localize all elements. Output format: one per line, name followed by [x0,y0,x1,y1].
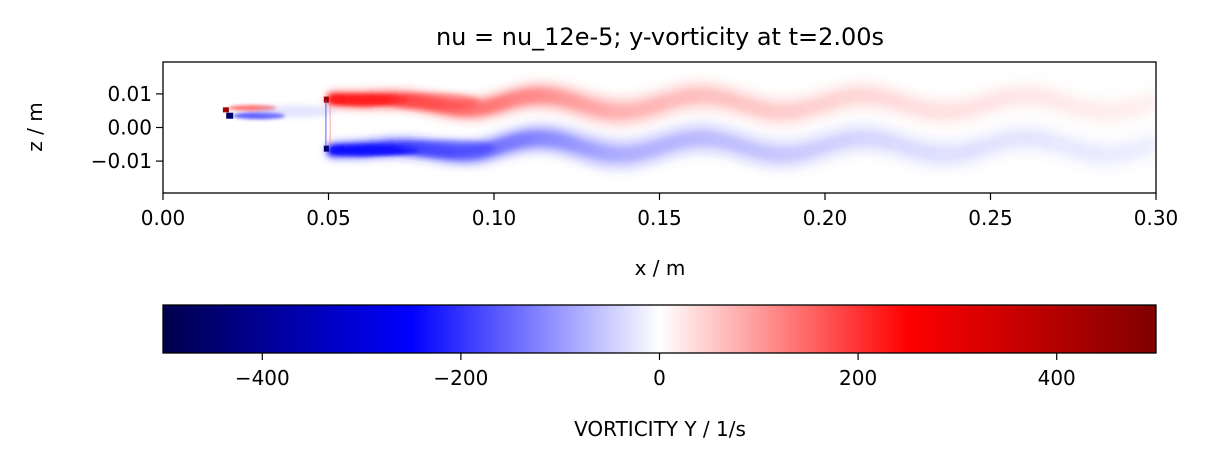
vorticity-heatmap [163,62,1156,193]
y-tick-label: 0.00 [107,116,152,140]
x-axis: 0.00 0.05 0.10 0.15 0.20 0.25 0.30 [141,193,1179,230]
first-obstacle-top [222,107,229,113]
upper-near-wake [328,94,409,105]
x-tick-label: 0.20 [803,206,848,230]
x-axis-label: x / m [635,256,686,280]
x-tick-label: 0.30 [1134,206,1179,230]
first-obstacle-wake-glow [255,105,336,118]
lower-shear-core [328,130,1156,162]
colorbar-label: VORTICITY Y / 1/s [574,417,746,441]
x-tick-label: 0.00 [141,206,186,230]
y-tick-label: 0.01 [107,82,152,106]
y-axis-label: z / m [23,102,47,151]
x-tick-label: 0.15 [637,206,682,230]
colorbar-tick-label: 0 [653,366,666,390]
chart-title: nu = nu_12e-5; y-vorticity at t=2.00s [436,23,884,51]
colorbar [162,304,1157,354]
colorbar-tick-label: −400 [235,366,290,390]
second-obstacle-bottom [323,145,329,152]
wake-layers [222,80,1156,170]
colorbar-tick-label: 200 [839,366,877,390]
lower-near-wake [330,145,419,156]
y-axis: 0.01 0.00 −0.01 [91,82,163,173]
upper-near-wake-tail [389,93,480,110]
heatmap-background [163,62,1156,193]
first-obstacle-bottom [226,112,234,119]
upper-shear-core [328,88,1156,120]
y-tick-label: −0.01 [91,149,152,173]
colorbar-tick-label: −200 [433,366,488,390]
x-tick-label: 0.05 [306,206,351,230]
x-tick-label: 0.25 [968,206,1013,230]
colorbar-tick-label: 400 [1038,366,1076,390]
x-tick-label: 0.10 [472,206,517,230]
colorbar-ticks: −400 −200 0 200 400 [235,353,1076,390]
second-obstacle-top [323,96,329,103]
lower-near-wake-tail [399,140,496,157]
